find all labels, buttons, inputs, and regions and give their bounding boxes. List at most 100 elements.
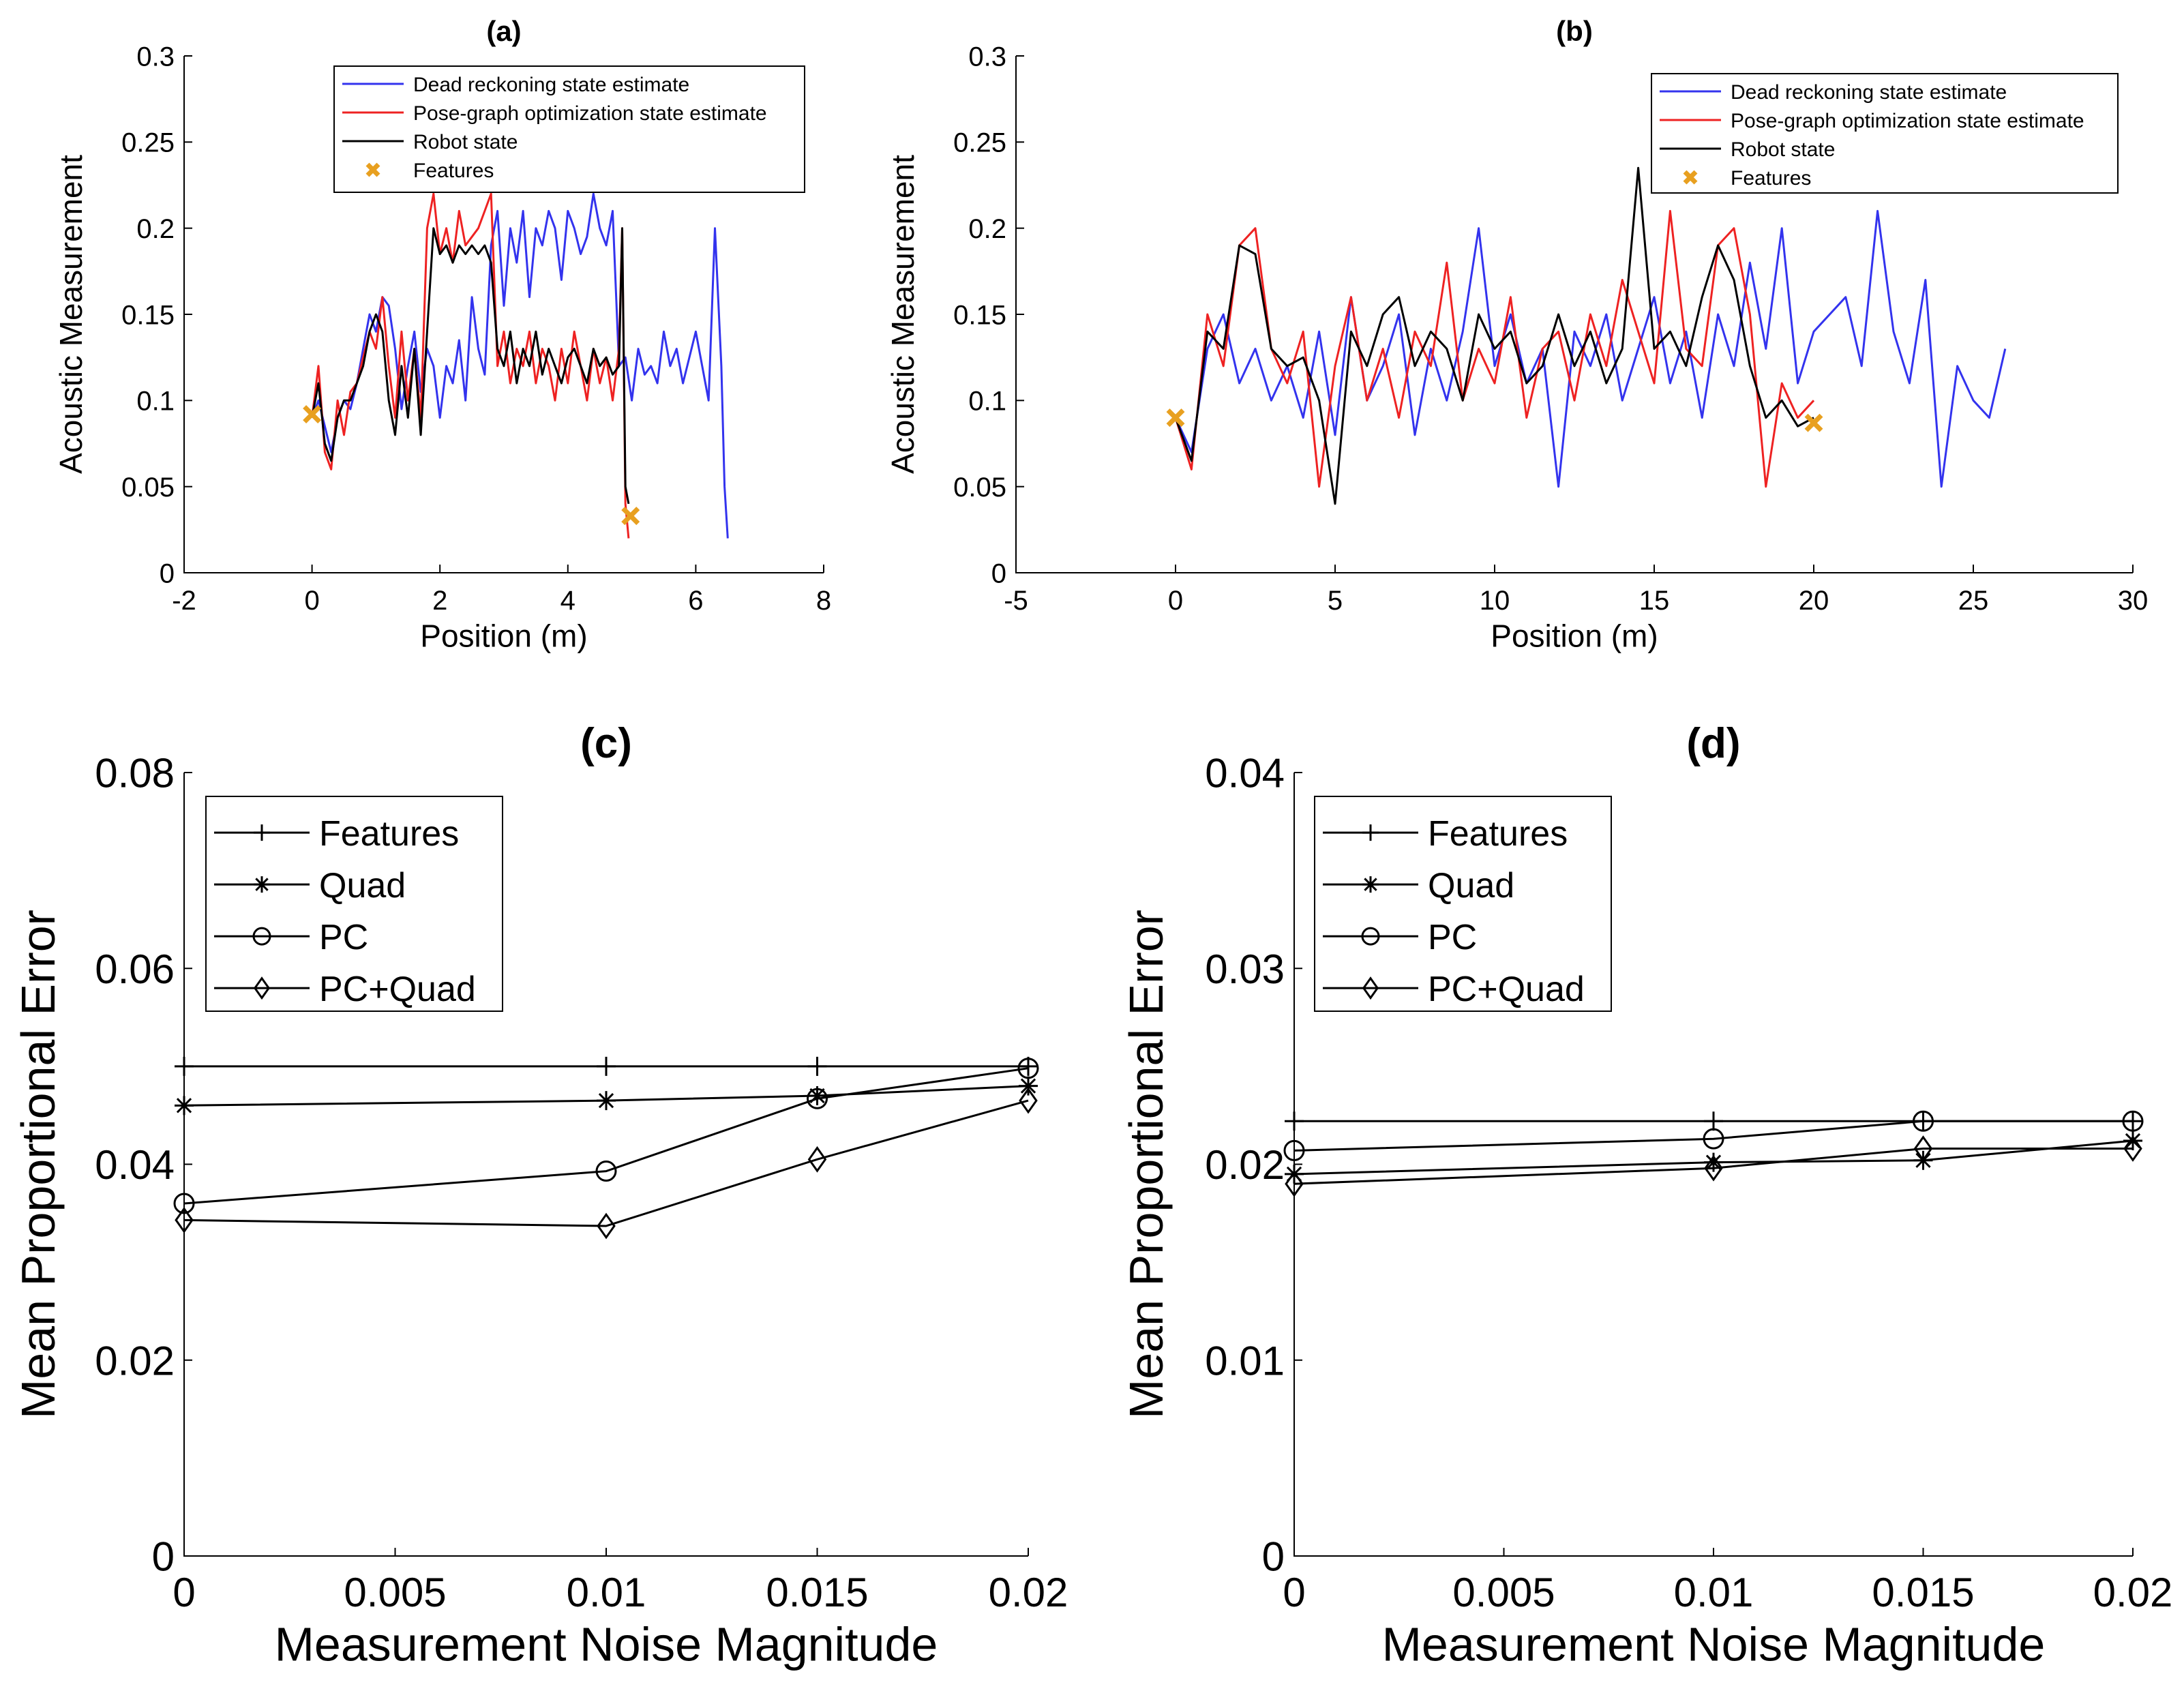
- x-tick-label: 0.005: [344, 1570, 446, 1615]
- data-point-marker: [1704, 1152, 1723, 1172]
- series-line-quad: [183, 1085, 1029, 1107]
- data-point-marker: [1703, 1128, 1724, 1150]
- y-tick-label: 0.15: [953, 300, 1006, 330]
- legend-swatch-marker: [254, 876, 270, 893]
- data-point-marker: [1913, 1110, 1934, 1132]
- y-tick-label: 0.03: [1205, 946, 1285, 992]
- data-point-marker: [175, 1056, 194, 1076]
- legend-entry: Dead reckoning state estimate: [413, 74, 689, 96]
- x-tick-label: 0: [173, 1570, 195, 1615]
- legend-entry: PC: [319, 918, 368, 957]
- series-line-quad: [1293, 1139, 2134, 1176]
- series-line-pc: [183, 1067, 1029, 1205]
- x-tick-label: 2: [432, 586, 447, 616]
- legend-swatch-marker: [1361, 927, 1380, 946]
- x-tick-label: 25: [1958, 586, 1989, 616]
- x-tick-label: 0.01: [567, 1570, 646, 1615]
- data-point-marker: [1913, 1135, 1933, 1162]
- legend-entry: Quad: [1428, 866, 1514, 906]
- data-point-marker: [595, 1161, 617, 1182]
- x-tick-label: 0.02: [989, 1570, 1068, 1615]
- data-point-marker: [807, 1086, 827, 1105]
- x-axis-label: Measurement Noise Magnitude: [275, 1618, 938, 1671]
- y-tick-label: 0.06: [95, 946, 175, 992]
- feature-marker: [1804, 413, 1823, 432]
- series-line-robot-state: [1174, 166, 1814, 505]
- x-tick-label: -5: [1004, 586, 1028, 616]
- x-tick-label: 0.015: [1872, 1570, 1974, 1615]
- legend-entry: Robot state: [1731, 138, 1835, 161]
- x-tick-label: 0: [1168, 586, 1183, 616]
- data-point-marker: [597, 1091, 616, 1111]
- y-tick-label: 0.2: [968, 214, 1006, 244]
- legend-entry: Features: [1428, 814, 1568, 854]
- legend-swatch-features: [1683, 170, 1698, 185]
- legend: Dead reckoning state estimate Pose-graph …: [333, 65, 805, 193]
- panel-a-chart: -2 0 2 4 6 800.050.10.150.20.250.3(a)Position…: [53, 15, 831, 653]
- y-tick-label: 0.08: [95, 751, 175, 796]
- x-tick-label: 0: [1283, 1570, 1305, 1615]
- y-tick-label: 0.25: [121, 128, 175, 158]
- x-tick-label: 8: [816, 586, 831, 616]
- panel-c-chart: 0 0.005 0.01 0.015 0.02 0 0.02 0.04 0.06 0.08 (c) M…: [12, 720, 1068, 1671]
- y-axis-label: Acoustic Measurement: [885, 155, 921, 474]
- legend-swatch-marker: [1362, 824, 1379, 841]
- data-point-marker: [2123, 1135, 2142, 1162]
- panel-title: (a): [486, 15, 521, 47]
- data-point-marker: [1283, 1139, 1305, 1161]
- legend-swatch-marker: [254, 824, 270, 841]
- data-point-marker: [1019, 1087, 1038, 1114]
- panel-title: (c): [580, 720, 632, 767]
- data-point-marker: [1019, 1056, 1038, 1076]
- series-line-pc-quad: [183, 1099, 1029, 1227]
- y-tick-label: 0.02: [1205, 1142, 1285, 1188]
- x-axis-label: Position (m): [1491, 618, 1658, 653]
- data-point-marker: [1285, 1111, 1304, 1131]
- y-axis-label: Mean Proportional Error: [12, 910, 65, 1419]
- y-tick-label: 0: [160, 558, 175, 588]
- legend-entry: Features: [413, 160, 494, 182]
- y-tick-label: 0.02: [95, 1338, 175, 1383]
- data-point-marker: [175, 1206, 194, 1233]
- legend-entry: Pose-graph optimization state estimate: [1731, 110, 2084, 132]
- panel-title: (d): [1686, 720, 1740, 767]
- legend-swatch-marker: [1362, 976, 1379, 1000]
- y-tick-label: 0.25: [953, 128, 1006, 158]
- x-tick-label: 0.02: [2093, 1570, 2173, 1615]
- x-axis-label: Measurement Noise Magnitude: [1382, 1618, 2046, 1671]
- data-point-marker: [1017, 1058, 1039, 1079]
- legend-entry: Quad: [319, 866, 406, 906]
- feature-marker: [1166, 408, 1185, 428]
- x-tick-label: 5: [1328, 586, 1343, 616]
- data-point-marker: [597, 1212, 616, 1240]
- legend-box: [333, 65, 805, 193]
- y-axis-label: Mean Proportional Error: [1120, 910, 1173, 1419]
- legend-entry: Features: [1731, 167, 1811, 190]
- data-point-marker: [2122, 1110, 2144, 1132]
- x-axis-label: Position (m): [420, 618, 587, 653]
- y-tick-label: 0.01: [1205, 1338, 1285, 1383]
- data-point-marker: [2123, 1131, 2142, 1151]
- legend-entry: Pose-graph optimization state estimate: [413, 102, 767, 125]
- data-point-marker: [597, 1056, 616, 1076]
- x-tick-label: 6: [688, 586, 703, 616]
- x-tick-label: 15: [1639, 586, 1670, 616]
- x-tick-label: 0.015: [766, 1570, 868, 1615]
- x-tick-label: 10: [1480, 586, 1510, 616]
- legend-entry: PC+Quad: [319, 970, 476, 1009]
- legend-entry: Features: [319, 814, 459, 854]
- y-tick-label: 0.15: [121, 300, 175, 330]
- legend: Features Quad PC PC+Quad: [205, 796, 503, 1012]
- legend-entry: PC: [1428, 918, 1477, 957]
- y-tick-label: 0.05: [121, 473, 175, 503]
- series-line-robot-state: [311, 227, 630, 505]
- data-point-marker: [1285, 1170, 1304, 1197]
- y-tick-label: 0.1: [136, 387, 175, 417]
- x-tick-label: 0.01: [1674, 1570, 1754, 1615]
- feature-marker: [621, 507, 640, 526]
- legend-entry: Robot state: [413, 131, 518, 153]
- series-line-pc-quad: [1293, 1148, 2133, 1185]
- x-tick-label: -2: [172, 586, 196, 616]
- data-point-marker: [1019, 1076, 1038, 1096]
- y-axis-label: Acoustic Measurement: [53, 155, 89, 474]
